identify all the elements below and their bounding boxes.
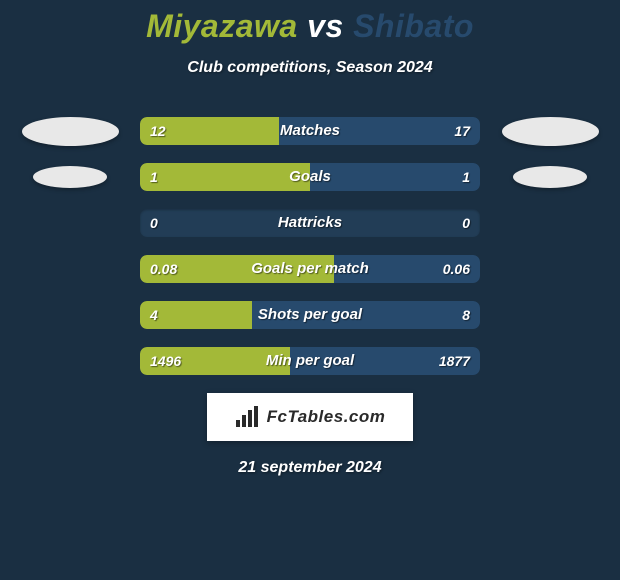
stat-row: 48Shots per goal (140, 301, 480, 329)
stat-row: 1217Matches (140, 117, 480, 145)
stat-label: Shots per goal (140, 301, 480, 329)
vs-text: vs (307, 8, 344, 44)
stat-label: Matches (140, 117, 480, 145)
stat-label: Goals per match (140, 255, 480, 283)
bars-logo-icon (235, 406, 261, 428)
player-right-name: Shibato (353, 8, 474, 44)
branding-text: FcTables.com (267, 407, 386, 427)
stat-label: Hattricks (140, 209, 480, 237)
player-left-name: Miyazawa (146, 8, 298, 44)
team-badge-left-top (22, 117, 119, 146)
stat-row: 0.080.06Goals per match (140, 255, 480, 283)
comparison-infographic: Miyazawa vs Shibato Club competitions, S… (0, 0, 620, 580)
page-title: Miyazawa vs Shibato (0, 0, 620, 45)
stat-row: 11Goals (140, 163, 480, 191)
stat-label: Min per goal (140, 347, 480, 375)
date-text: 21 september 2024 (0, 459, 620, 477)
chart-area: 1217Matches 11Goals 00Hattricks 0.080.06Goa… (0, 117, 620, 477)
subtitle: Club competitions, Season 2024 (0, 59, 620, 77)
stat-bars: 1217Matches 11Goals 00Hattricks 0.080.06Goa… (140, 117, 480, 375)
stat-label: Goals (140, 163, 480, 191)
team-badge-right-top (502, 117, 599, 146)
stat-row: 00Hattricks (140, 209, 480, 237)
stat-row: 14961877Min per goal (140, 347, 480, 375)
team-badge-left-bottom (33, 166, 107, 188)
branding-box: FcTables.com (207, 393, 413, 441)
team-badge-right-bottom (513, 166, 587, 188)
